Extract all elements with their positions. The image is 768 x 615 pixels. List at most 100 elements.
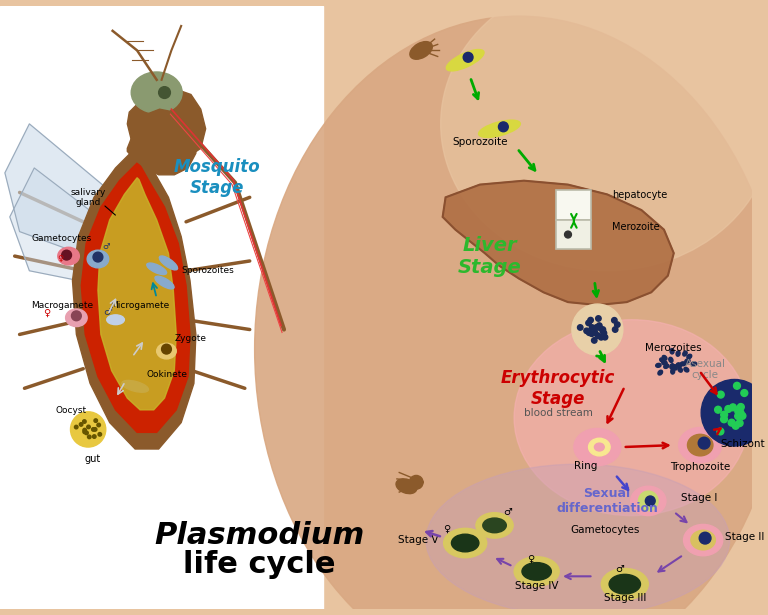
Circle shape bbox=[71, 311, 81, 320]
Text: ♂: ♂ bbox=[103, 242, 111, 252]
Text: gut: gut bbox=[85, 454, 101, 464]
Text: blood stream: blood stream bbox=[524, 408, 593, 418]
Ellipse shape bbox=[685, 359, 690, 363]
Circle shape bbox=[83, 420, 86, 423]
Circle shape bbox=[728, 419, 735, 426]
Circle shape bbox=[159, 87, 170, 98]
Circle shape bbox=[737, 419, 743, 427]
Circle shape bbox=[409, 475, 423, 489]
Text: Gametocytes: Gametocytes bbox=[31, 234, 91, 244]
Circle shape bbox=[94, 427, 97, 431]
Polygon shape bbox=[10, 168, 118, 280]
Circle shape bbox=[79, 423, 83, 426]
Polygon shape bbox=[81, 163, 190, 432]
Circle shape bbox=[611, 317, 617, 323]
Ellipse shape bbox=[687, 354, 692, 359]
Ellipse shape bbox=[677, 363, 682, 367]
Ellipse shape bbox=[514, 320, 749, 515]
Ellipse shape bbox=[476, 513, 513, 538]
Ellipse shape bbox=[674, 365, 677, 370]
Text: Sporozoite: Sporozoite bbox=[452, 137, 508, 148]
Circle shape bbox=[720, 411, 727, 418]
Circle shape bbox=[754, 410, 761, 416]
Circle shape bbox=[737, 410, 744, 416]
Text: Stage IV: Stage IV bbox=[515, 581, 558, 591]
Circle shape bbox=[94, 419, 98, 423]
FancyBboxPatch shape bbox=[556, 191, 591, 220]
Ellipse shape bbox=[483, 518, 506, 533]
Circle shape bbox=[595, 333, 601, 338]
Circle shape bbox=[645, 496, 655, 506]
Text: hepatocyte: hepatocyte bbox=[612, 190, 667, 200]
Ellipse shape bbox=[631, 486, 666, 515]
Ellipse shape bbox=[683, 351, 687, 356]
Ellipse shape bbox=[588, 438, 610, 456]
Ellipse shape bbox=[426, 464, 730, 615]
Ellipse shape bbox=[452, 534, 479, 552]
Ellipse shape bbox=[656, 363, 661, 367]
Ellipse shape bbox=[678, 367, 682, 372]
Circle shape bbox=[720, 416, 727, 423]
Ellipse shape bbox=[157, 343, 177, 359]
Circle shape bbox=[730, 404, 737, 411]
Circle shape bbox=[602, 335, 607, 340]
Circle shape bbox=[578, 325, 583, 330]
Circle shape bbox=[71, 412, 106, 447]
Text: Stage V: Stage V bbox=[399, 535, 439, 545]
Ellipse shape bbox=[255, 16, 768, 615]
Circle shape bbox=[725, 405, 732, 413]
Text: Erythrocytic
Stage: Erythrocytic Stage bbox=[501, 369, 615, 408]
Ellipse shape bbox=[107, 315, 124, 325]
Bar bbox=[0, 6, 323, 609]
Circle shape bbox=[717, 428, 723, 435]
Ellipse shape bbox=[594, 443, 604, 451]
Text: Asexual
cycle: Asexual cycle bbox=[684, 359, 726, 381]
Ellipse shape bbox=[446, 50, 484, 71]
Circle shape bbox=[715, 407, 721, 413]
Text: Sexual
differentiation: Sexual differentiation bbox=[556, 487, 658, 515]
Circle shape bbox=[93, 252, 103, 262]
Polygon shape bbox=[127, 88, 206, 161]
Circle shape bbox=[564, 231, 571, 238]
Ellipse shape bbox=[522, 563, 551, 580]
Circle shape bbox=[735, 408, 742, 415]
Ellipse shape bbox=[658, 370, 663, 375]
Ellipse shape bbox=[159, 256, 177, 270]
Ellipse shape bbox=[662, 361, 667, 365]
Text: salivary
gland: salivary gland bbox=[71, 188, 106, 207]
Ellipse shape bbox=[691, 362, 697, 366]
Circle shape bbox=[91, 427, 95, 431]
Ellipse shape bbox=[687, 434, 713, 456]
Text: Merozoites: Merozoites bbox=[645, 343, 702, 353]
Circle shape bbox=[735, 413, 742, 419]
Circle shape bbox=[594, 325, 600, 330]
Polygon shape bbox=[127, 109, 196, 175]
Ellipse shape bbox=[574, 429, 621, 466]
Circle shape bbox=[161, 344, 171, 354]
Text: Oocyst: Oocyst bbox=[56, 406, 87, 415]
Text: Ookinete: Ookinete bbox=[147, 370, 188, 379]
Circle shape bbox=[600, 328, 605, 333]
Text: ♀: ♀ bbox=[527, 554, 534, 563]
Circle shape bbox=[88, 435, 91, 438]
Ellipse shape bbox=[441, 0, 768, 271]
Text: Stage II: Stage II bbox=[725, 532, 764, 542]
Circle shape bbox=[614, 322, 620, 327]
Ellipse shape bbox=[676, 351, 680, 356]
Circle shape bbox=[601, 330, 607, 336]
Circle shape bbox=[92, 435, 96, 438]
Text: ♂: ♂ bbox=[103, 307, 111, 317]
Circle shape bbox=[739, 413, 746, 419]
Circle shape bbox=[463, 52, 473, 62]
Ellipse shape bbox=[87, 250, 109, 268]
Text: ♀: ♀ bbox=[57, 254, 63, 263]
Circle shape bbox=[699, 532, 711, 544]
Ellipse shape bbox=[155, 276, 174, 289]
Circle shape bbox=[612, 327, 618, 332]
Text: Macrogamete: Macrogamete bbox=[31, 301, 94, 310]
Ellipse shape bbox=[660, 358, 665, 362]
Ellipse shape bbox=[664, 364, 669, 368]
Ellipse shape bbox=[65, 309, 87, 327]
Text: Merozoite: Merozoite bbox=[612, 221, 660, 232]
Circle shape bbox=[98, 432, 101, 436]
